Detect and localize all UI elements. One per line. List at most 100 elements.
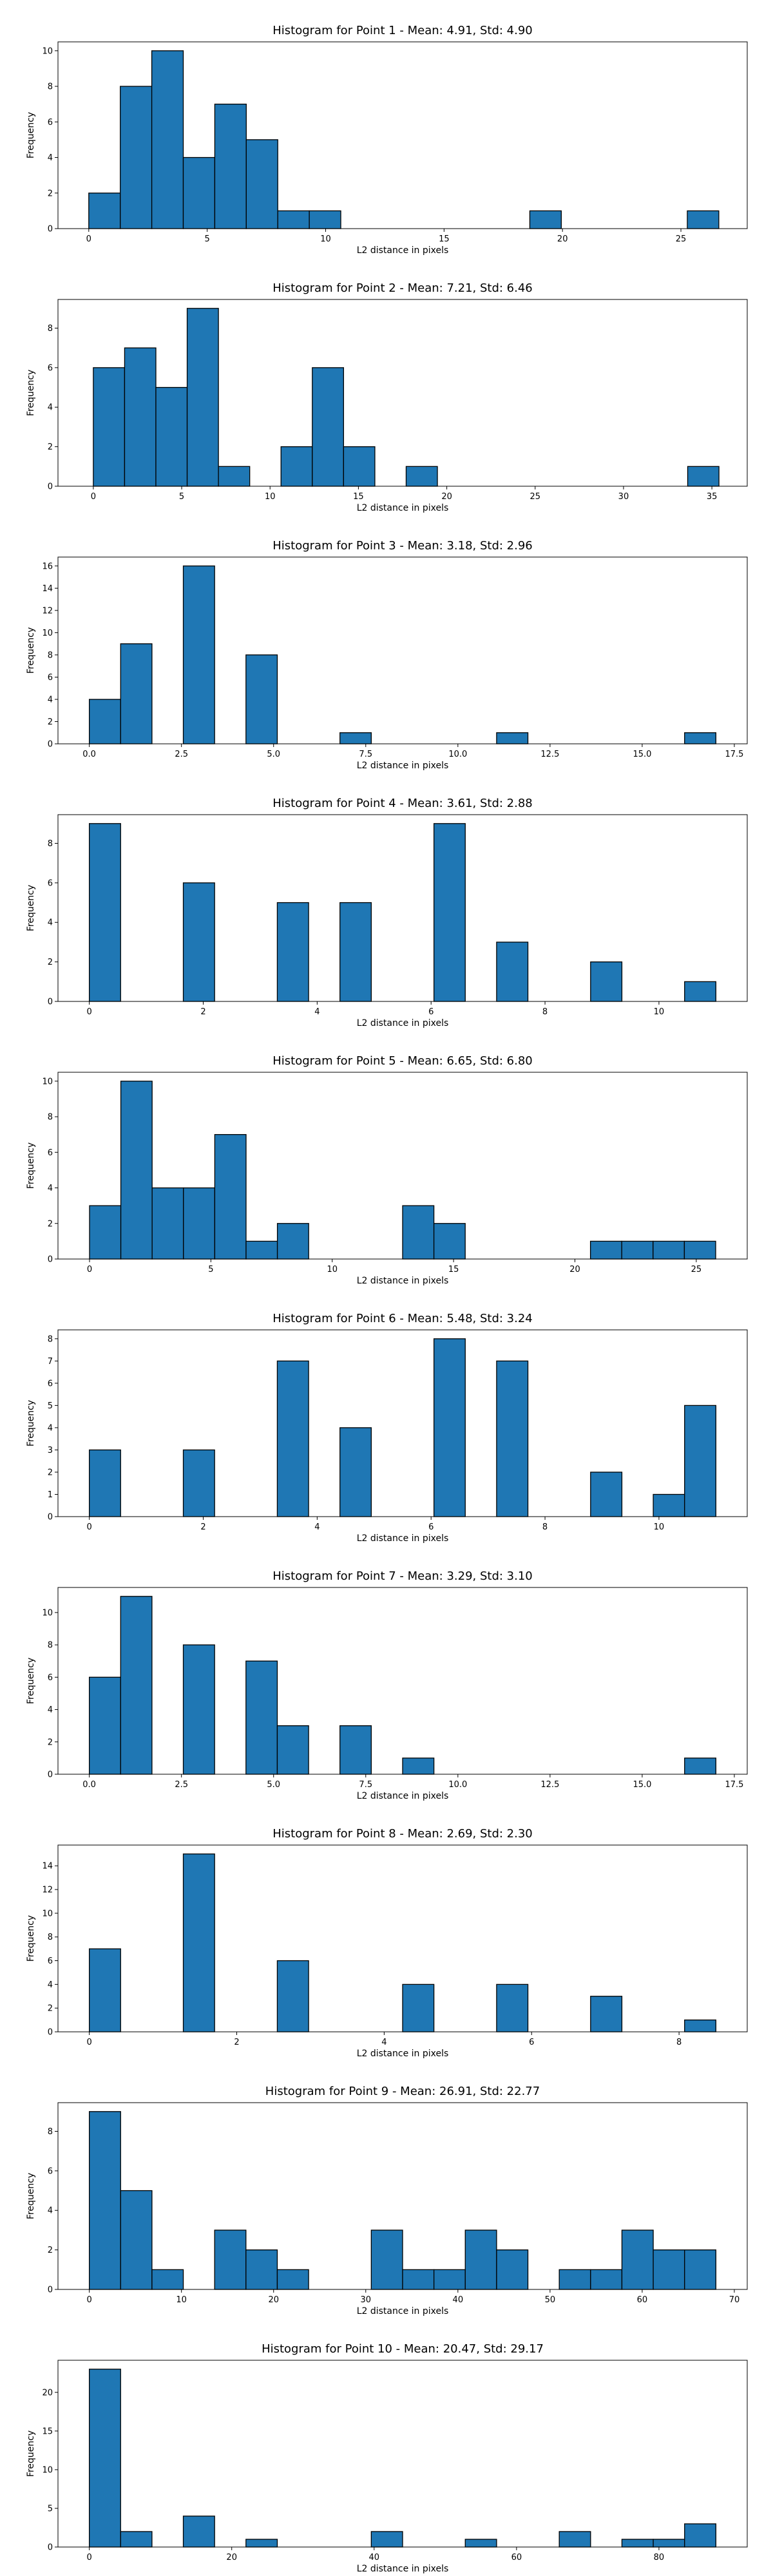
histogram-bar [590, 1996, 623, 2032]
x-tick-label: 10 [320, 234, 331, 244]
histogram-bar [590, 1472, 623, 1517]
x-tick-label: 4 [314, 1007, 320, 1017]
histogram-bar [182, 156, 216, 229]
histogram-bar [312, 367, 345, 487]
axes-frame [57, 1072, 748, 1260]
x-axis-label: L2 distance in pixels [357, 245, 449, 256]
histogram-bar [529, 210, 562, 229]
x-tick-label: 0 [86, 1007, 91, 1017]
x-tick-label: 8 [542, 1007, 548, 1017]
y-tick-label: 0 [48, 1770, 53, 1780]
x-tick-label: 20 [441, 492, 452, 502]
histogram-bar [88, 1948, 121, 2032]
histogram-bar [684, 2019, 717, 2032]
y-tick-label: 4 [48, 403, 53, 413]
y-tick-label: 8 [48, 650, 53, 660]
x-tick-label: 5 [205, 234, 210, 244]
x-tick-label: 17.5 [725, 1780, 743, 1790]
histogram-bar [464, 2230, 497, 2290]
histogram-svg-2: Histogram for Point 2 - Mean: 7.21, Std:… [26, 281, 748, 513]
histogram-bar [182, 1853, 215, 2032]
histogram-bar [684, 981, 717, 1002]
x-tick-label: 8 [676, 2038, 682, 2047]
x-tick-label: 0.0 [82, 750, 96, 759]
x-tick-label: 70 [729, 2295, 740, 2305]
histogram-bar [245, 2539, 278, 2548]
histogram-bar [218, 466, 251, 487]
y-tick-label: 6 [48, 673, 53, 683]
x-tick-label: 8 [542, 1522, 548, 1532]
histogram-svg-10: Histogram for Point 10 - Mean: 20.47, St… [26, 2342, 748, 2574]
histogram-bar [155, 386, 188, 487]
y-tick-label: 2 [48, 189, 53, 198]
y-axis-label: Frequency [26, 1915, 36, 1962]
y-tick-label: 4 [48, 918, 53, 928]
y-tick-label: 20 [42, 2388, 53, 2398]
x-tick-label: 10 [654, 1522, 665, 1532]
x-tick-label: 0 [86, 2038, 91, 2047]
histogram-bar [88, 2369, 121, 2548]
x-axis-label: L2 distance in pixels [357, 1791, 449, 1801]
histogram-bar [653, 2249, 685, 2290]
x-tick-label: 0 [91, 492, 96, 502]
histogram-bar [589, 1240, 622, 1260]
x-tick-label: 12.5 [540, 1780, 559, 1790]
y-tick-label: 8 [48, 324, 53, 334]
y-axis-label: Frequency [26, 627, 36, 674]
y-tick-label: 10 [42, 1909, 53, 1918]
x-tick-label: 15 [439, 234, 450, 244]
histogram-panel-8: Histogram for Point 8 - Mean: 2.69, Std:… [0, 1803, 773, 2061]
x-tick-label: 60 [637, 2295, 648, 2305]
histogram-bar [120, 2531, 153, 2548]
y-axis-label: Frequency [26, 2173, 36, 2219]
y-tick-label: 2 [48, 2004, 53, 2014]
histogram-bar [402, 1984, 435, 2032]
x-tick-label: 10 [176, 2295, 187, 2305]
y-tick-label: 10 [42, 46, 53, 56]
x-axis-label: L2 distance in pixels [357, 1533, 449, 1544]
chart-title: Histogram for Point 5 - Mean: 6.65, Std:… [272, 1054, 533, 1068]
x-tick-label: 6 [529, 2038, 534, 2047]
histogram-bar [402, 2269, 435, 2290]
histogram-bar [621, 2539, 654, 2548]
x-tick-label: 0 [87, 1265, 92, 1274]
histogram-bar [93, 367, 126, 487]
x-tick-label: 2 [200, 1522, 205, 1532]
x-tick-label: 40 [453, 2295, 464, 2305]
y-tick-label: 2 [48, 2246, 53, 2255]
y-tick-label: 4 [48, 1423, 53, 1433]
y-tick-label: 8 [48, 1113, 53, 1122]
histogram-bar [339, 1427, 372, 1517]
y-tick-label: 12 [42, 1886, 53, 1895]
histogram-svg-9: Histogram for Point 9 - Mean: 26.91, Std… [26, 2085, 748, 2316]
y-tick-label: 10 [42, 629, 53, 638]
histogram-bar [151, 1187, 184, 1260]
y-tick-label: 4 [48, 1705, 53, 1715]
histogram-svg-4: Histogram for Point 4 - Mean: 3.61, Std:… [26, 797, 748, 1028]
x-tick-label: 25 [691, 1265, 702, 1274]
histogram-bar [183, 1187, 216, 1260]
histogram-panel-3: Histogram for Point 3 - Mean: 3.18, Std:… [0, 515, 773, 773]
y-tick-label: 1 [48, 1490, 53, 1500]
histogram-panel-1: Histogram for Point 1 - Mean: 4.91, Std:… [0, 0, 773, 258]
histogram-bar [621, 2230, 654, 2290]
histogram-bar [88, 2111, 121, 2290]
histogram-panel-6: Histogram for Point 6 - Mean: 5.48, Std:… [0, 1288, 773, 1546]
y-tick-label: 4 [48, 1980, 53, 1990]
histogram-svg-3: Histogram for Point 3 - Mean: 3.18, Std:… [26, 539, 748, 771]
histogram-svg-6: Histogram for Point 6 - Mean: 5.48, Std:… [26, 1312, 748, 1544]
histogram-bar [88, 1449, 121, 1517]
x-axis-label: L2 distance in pixels [357, 2564, 449, 2574]
histogram-bar [683, 1240, 716, 1260]
axes-frame [57, 299, 748, 487]
histogram-bar [684, 2249, 717, 2290]
histogram-panel-10: Histogram for Point 10 - Mean: 20.47, St… [0, 2318, 773, 2576]
histogram-bar [214, 1134, 247, 1260]
x-axis-label: L2 distance in pixels [357, 1018, 449, 1028]
chart-title: Histogram for Point 10 - Mean: 20.47, St… [262, 2342, 544, 2356]
histogram-bar [370, 2230, 403, 2290]
chart-title: Histogram for Point 7 - Mean: 3.29, Std:… [272, 1569, 533, 1583]
x-tick-label: 0 [86, 1522, 91, 1532]
histogram-bar [339, 732, 372, 744]
y-tick-label: 8 [48, 1641, 53, 1651]
